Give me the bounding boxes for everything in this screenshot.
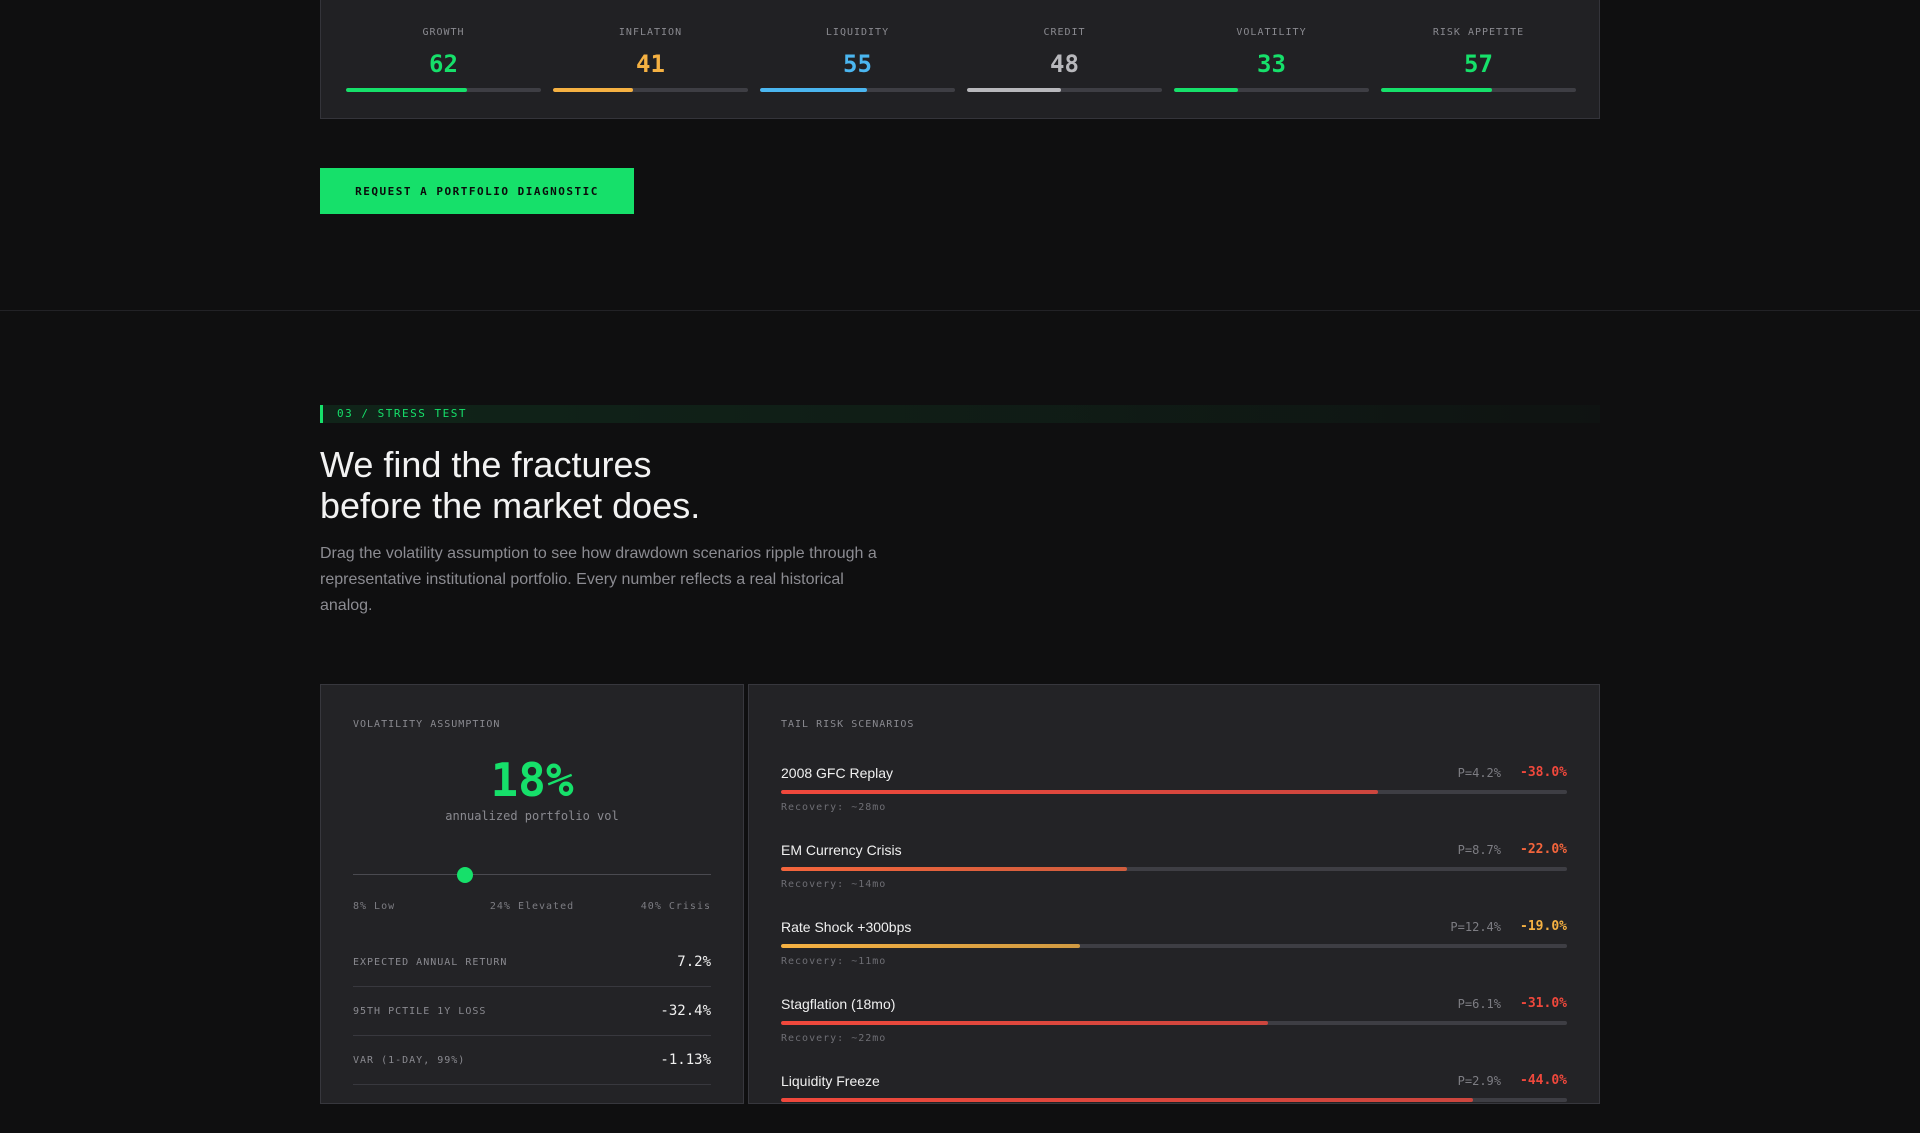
headline-line-2: before the market does. xyxy=(320,485,701,526)
scenario-name: Stagflation (18mo) xyxy=(781,996,896,1012)
scenario-severity-fill xyxy=(781,1098,1473,1102)
regime-label: INFLATION xyxy=(618,27,683,38)
regime-value: 62 xyxy=(429,50,458,78)
scenario-loss: -22.0% xyxy=(1520,842,1567,857)
volatility-card-label: VOLATILITY ASSUMPTION xyxy=(353,719,501,730)
regime-gauge xyxy=(553,88,748,92)
section-eyebrow: 03 / STRESS TEST xyxy=(320,405,1600,423)
tail-risk-scenarios-card: TAIL RISK SCENARIOS 2008 GFC Replay P=4.… xyxy=(748,684,1600,1104)
tail-risk-card-label: TAIL RISK SCENARIOS xyxy=(781,719,915,730)
regime-label: GROWTH xyxy=(422,27,465,38)
volatility-value: 18% xyxy=(490,753,574,807)
scenario-recovery: Recovery: ~28mo xyxy=(781,802,887,813)
scenario-probability: P=8.7% xyxy=(1457,843,1501,857)
request-diagnostic-button[interactable]: REQUEST A PORTFOLIO DIAGNOSTIC xyxy=(320,168,634,214)
regime-gauge xyxy=(1381,88,1576,92)
stat-row-expected-return: EXPECTED ANNUAL RETURN 7.2% xyxy=(353,939,711,987)
regime-gauge-fill xyxy=(553,88,633,92)
scenario-loss: -19.0% xyxy=(1520,919,1567,934)
scenario-row: Rate Shock +300bps P=12.4% -19.0% Recove… xyxy=(781,919,1567,979)
section-eyebrow-label: 03 / STRESS TEST xyxy=(337,407,467,420)
scenario-name: Rate Shock +300bps xyxy=(781,919,912,935)
scenario-probability: P=6.1% xyxy=(1457,997,1501,1011)
scenario-recovery: Recovery: ~14mo xyxy=(781,879,887,890)
scenario-severity-bar xyxy=(781,1098,1567,1102)
scenario-severity-fill xyxy=(781,790,1379,794)
volatility-slider-track[interactable] xyxy=(353,874,711,875)
regime-gauge xyxy=(1174,88,1369,92)
regime-label: RISK APPETITE xyxy=(1432,27,1525,38)
scenario-row: Liquidity Freeze P=2.9% -44.0% xyxy=(781,1073,1567,1133)
regime-indicators-panel: GROWTH 62 INFLATION 41 LIQUIDITY 55 CRED… xyxy=(320,0,1600,119)
volatility-subtitle: annualized portfolio vol xyxy=(445,809,619,823)
regime-gauge-fill xyxy=(967,88,1061,92)
scenario-severity-fill xyxy=(781,1021,1269,1025)
section-intro: Drag the volatility assumption to see ho… xyxy=(320,545,877,614)
regime-gauge xyxy=(346,88,541,92)
scenario-name: Liquidity Freeze xyxy=(781,1073,880,1089)
regime-label: VOLATILITY xyxy=(1236,27,1307,38)
scenario-severity-fill xyxy=(781,944,1080,948)
scenario-severity-fill xyxy=(781,867,1127,871)
stat-row-95th-pctile-loss: 95TH PCTILE 1Y LOSS -32.4% xyxy=(353,988,711,1036)
volatility-assumption-card: VOLATILITY ASSUMPTION 18% annualized por… xyxy=(320,684,744,1104)
scenario-probability: P=2.9% xyxy=(1457,1074,1501,1088)
scenario-recovery: Recovery: ~11mo xyxy=(781,956,887,967)
regime-gauge-fill xyxy=(1381,88,1493,92)
regime-value: 48 xyxy=(1050,50,1079,78)
regime-value: 55 xyxy=(843,50,872,78)
regime-value: 57 xyxy=(1464,50,1493,78)
scenario-name: 2008 GFC Replay xyxy=(781,765,894,781)
stat-label: VAR (1-DAY, 99%) xyxy=(353,1055,466,1066)
stat-label: 95TH PCTILE 1Y LOSS xyxy=(353,1006,487,1017)
headline-line-1: We find the fractures xyxy=(320,444,652,485)
scenario-severity-bar xyxy=(781,1021,1567,1025)
volatility-slider-thumb[interactable] xyxy=(456,867,473,883)
scenario-loss: -38.0% xyxy=(1520,765,1567,780)
regime-value: 33 xyxy=(1257,50,1286,78)
section-divider xyxy=(0,310,1920,311)
stat-label: EXPECTED ANNUAL RETURN xyxy=(353,957,508,968)
stat-value: 7.2% xyxy=(677,954,711,970)
slider-tick-crisis: 40% Crisis xyxy=(640,901,711,912)
scenario-severity-bar xyxy=(781,867,1567,871)
scenario-loss: -44.0% xyxy=(1520,1073,1567,1088)
scenario-loss: -31.0% xyxy=(1520,996,1567,1011)
slider-tick-low: 8% Low xyxy=(353,901,396,912)
slider-tick-elevated: 24% Elevated xyxy=(489,901,575,912)
scenario-row: 2008 GFC Replay P=4.2% -38.0% Recovery: … xyxy=(781,765,1567,825)
regime-label: LIQUIDITY xyxy=(825,27,890,38)
stat-row-var: VAR (1-DAY, 99%) -1.13% xyxy=(353,1037,711,1085)
scenario-row: EM Currency Crisis P=8.7% -22.0% Recover… xyxy=(781,842,1567,902)
regime-label: CREDIT xyxy=(1043,27,1086,38)
stat-value: -1.13% xyxy=(660,1052,711,1068)
regime-gauge xyxy=(967,88,1162,92)
scenario-row: Stagflation (18mo) P=6.1% -31.0% Recover… xyxy=(781,996,1567,1056)
regime-value: 41 xyxy=(636,50,665,78)
regime-gauge-fill xyxy=(346,88,467,92)
section-headline: We find the fractures before the market … xyxy=(320,444,1020,526)
scenario-severity-bar xyxy=(781,944,1567,948)
regime-gauge xyxy=(760,88,955,92)
scenario-severity-bar xyxy=(781,790,1567,794)
regime-gauge-fill xyxy=(760,88,868,92)
scenario-recovery: Recovery: ~22mo xyxy=(781,1033,887,1044)
regime-gauge-fill xyxy=(1174,88,1239,92)
scenario-probability: P=12.4% xyxy=(1450,920,1501,934)
stat-value: -32.4% xyxy=(660,1003,711,1019)
scenario-name: EM Currency Crisis xyxy=(781,842,902,858)
scenario-probability: P=4.2% xyxy=(1457,766,1501,780)
